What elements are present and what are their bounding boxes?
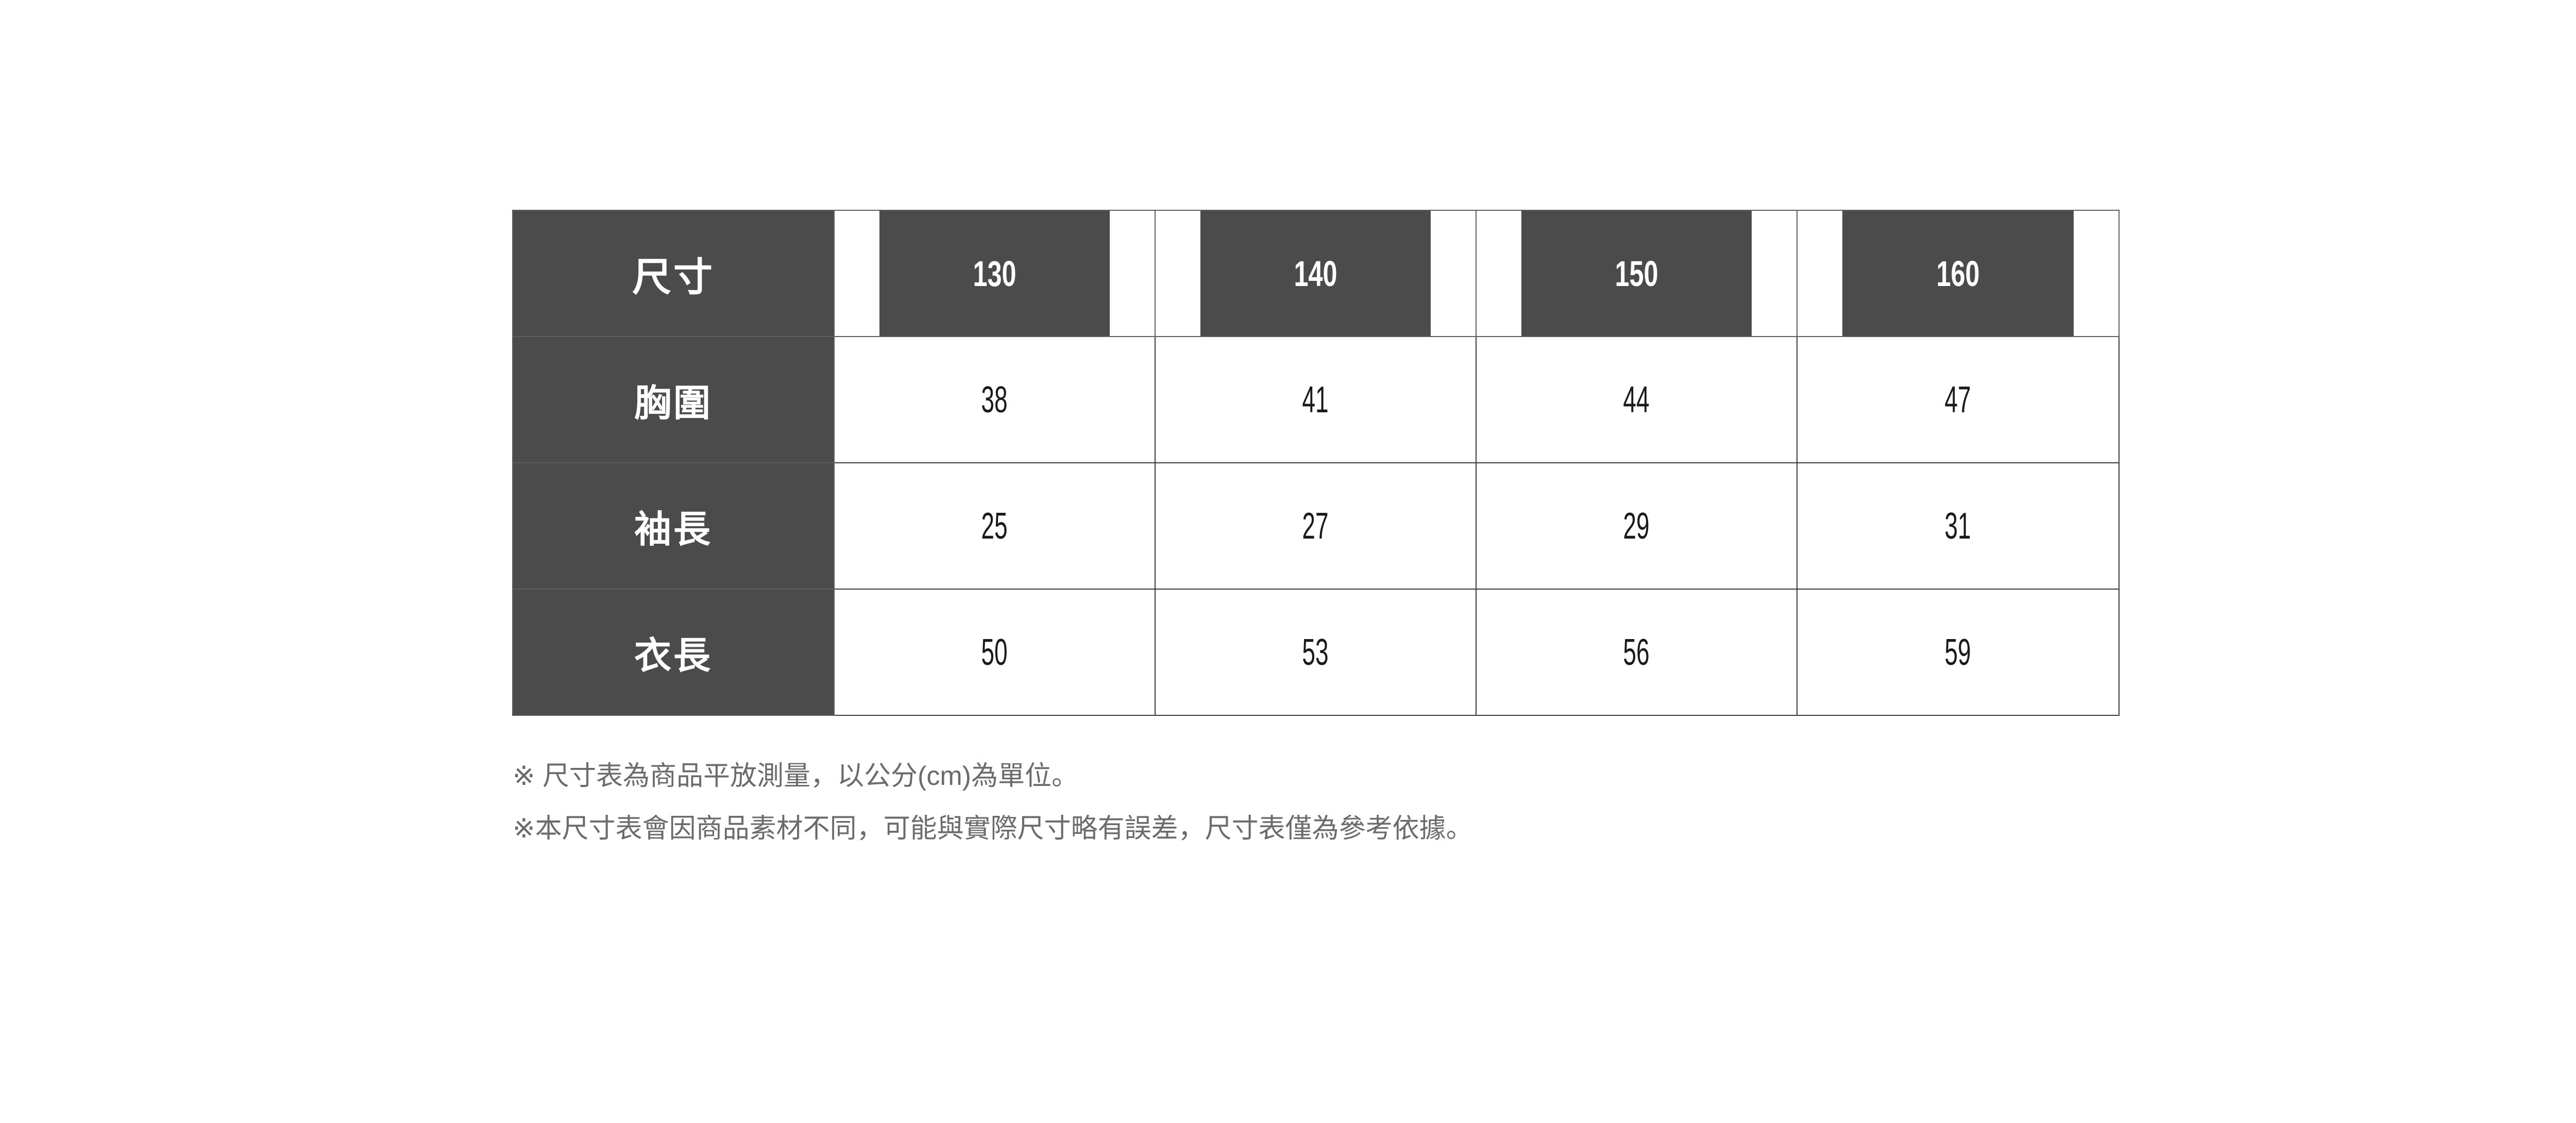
column-header-size-3: 150 <box>1520 210 1753 337</box>
cell-value: 25 <box>981 505 1008 547</box>
table-row: 袖長 25 27 29 31 <box>512 462 2120 590</box>
cell-value: 50 <box>981 631 1008 673</box>
cell-chest-140: 41 <box>1155 336 1477 463</box>
cell-chest-150: 44 <box>1476 336 1798 463</box>
footnote-tolerance-disclaimer: ※本尺寸表會因商品素材不同，可能與實際尺寸略有誤差，尺寸表僅為參考依據。 <box>513 814 1473 844</box>
column-header-size-2: 140 <box>1199 210 1432 337</box>
cell-sleeve-150: 29 <box>1476 462 1798 590</box>
cell-sleeve-140: 27 <box>1155 462 1477 590</box>
cell-value: 38 <box>981 379 1008 421</box>
cell-value: 59 <box>1944 631 1972 673</box>
table-corner-label: 尺寸 <box>512 210 835 337</box>
table-row: 胸圍 38 41 44 47 <box>512 336 2120 463</box>
cell-chest-160: 47 <box>1797 336 2120 463</box>
cell-value: 44 <box>1623 379 1650 421</box>
footnotes-block: ※ 尺寸表為商品平放測量，以公分(cm)為單位。 ※本尺寸表會因商品素材不同，可… <box>513 763 2522 842</box>
size-chart-table: 尺寸 130 140 150 160 胸圍 38 41 44 47 袖長 25 … <box>512 210 2120 716</box>
cell-value: 41 <box>1302 379 1329 421</box>
cell-length-160: 59 <box>1797 589 2120 716</box>
column-header-size-4: 160 <box>1841 210 2075 337</box>
cell-sleeve-130: 25 <box>834 462 1156 590</box>
row-label-chest: 胸圍 <box>512 336 835 463</box>
cell-length-150: 56 <box>1476 589 1798 716</box>
row-label-length: 衣長 <box>512 589 835 716</box>
row-label-sleeve: 袖長 <box>512 462 835 590</box>
cell-value: 47 <box>1944 379 1972 421</box>
cell-value: 31 <box>1944 505 1972 547</box>
column-header-size-1: 130 <box>878 210 1111 337</box>
cell-length-140: 53 <box>1155 589 1477 716</box>
table-row: 衣長 50 53 56 59 <box>512 589 2120 716</box>
cell-value: 29 <box>1623 505 1650 547</box>
cell-length-130: 50 <box>834 589 1156 716</box>
cell-value: 56 <box>1623 631 1650 673</box>
table-header-row: 尺寸 130 140 150 160 <box>512 210 2119 337</box>
cell-chest-130: 38 <box>834 336 1156 463</box>
footnote-measurement-unit: ※ 尺寸表為商品平放測量，以公分(cm)為單位。 <box>513 761 1078 791</box>
cell-sleeve-160: 31 <box>1797 462 2120 590</box>
cell-value: 53 <box>1302 631 1329 673</box>
cell-value: 27 <box>1302 505 1329 547</box>
